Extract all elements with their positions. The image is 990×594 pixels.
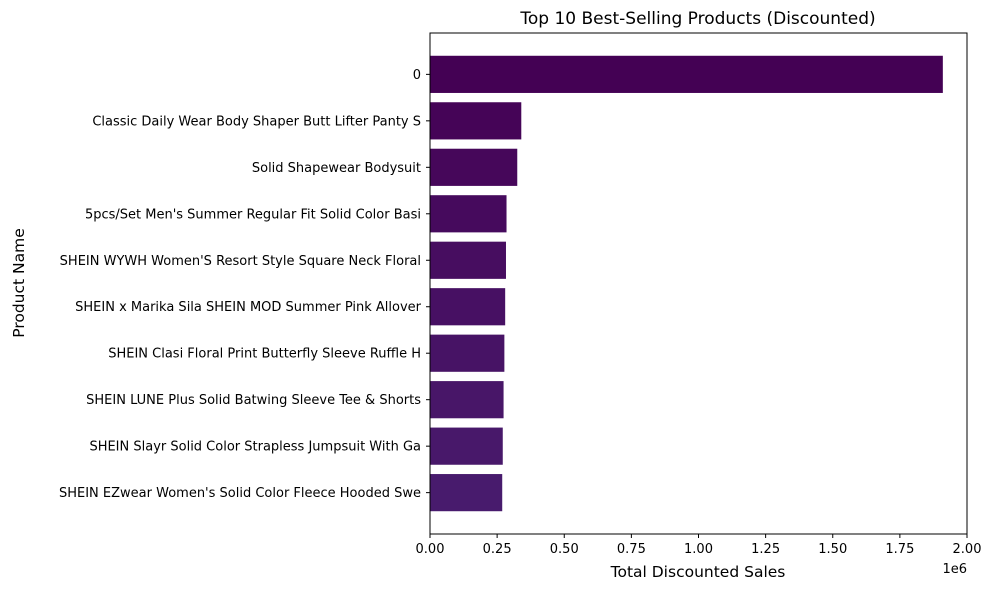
- x-tick-label: 0.75: [617, 542, 646, 557]
- x-tick-label: 2.00: [953, 542, 982, 557]
- bar: [430, 334, 505, 372]
- y-tick-label: SHEIN WYWH Women'S Resort Style Square N…: [60, 254, 421, 269]
- y-tick-label: Classic Daily Wear Body Shaper Butt Lift…: [92, 114, 421, 129]
- bar: [430, 241, 506, 279]
- x-tick-label: 0.50: [550, 542, 579, 557]
- y-tick-label: SHEIN Slayr Solid Color Strapless Jumpsu…: [89, 440, 421, 455]
- y-tick-label: 5pcs/Set Men's Summer Regular Fit Solid …: [85, 207, 421, 222]
- bar: [430, 55, 943, 93]
- y-axis: 0 Classic Daily Wear Body Shaper Butt Lif…: [59, 68, 430, 501]
- y-tick-label: SHEIN x Marika Sila SHEIN MOD Summer Pin…: [75, 300, 422, 315]
- bar: [430, 195, 507, 233]
- x-tick-label: 1.75: [885, 542, 914, 557]
- y-tick-label: SHEIN Clasi Floral Print Butterfly Sleev…: [108, 347, 421, 362]
- y-axis-label: Product Name: [10, 228, 28, 338]
- x-tick-label: 0.25: [483, 542, 512, 557]
- y-tick-label: Solid Shapewear Bodysuit: [252, 161, 421, 176]
- chart-title: Top 10 Best-Selling Products (Discounted…: [519, 9, 875, 29]
- x-axis-label: Total Discounted Sales: [610, 563, 786, 581]
- bars-layer: [430, 55, 943, 512]
- bar: [430, 474, 503, 512]
- y-tick-label: SHEIN EZwear Women's Solid Color Fleece …: [59, 486, 421, 501]
- bar: [430, 148, 518, 186]
- bar: [430, 381, 504, 419]
- bar: [430, 102, 522, 140]
- x-axis: 0.00 0.25 0.50 0.75 1.00 1.25 1.50 1.75 2.00: [416, 534, 982, 557]
- x-axis-scale-label: 1e6: [942, 562, 967, 577]
- x-tick-label: 0.00: [416, 542, 445, 557]
- bar: [430, 288, 506, 326]
- bar: [430, 427, 503, 465]
- x-tick-label: 1.50: [818, 542, 847, 557]
- y-tick-label: SHEIN LUNE Plus Solid Batwing Sleeve Tee…: [86, 393, 421, 408]
- x-tick-label: 1.00: [684, 542, 713, 557]
- y-tick-label: 0: [413, 68, 421, 83]
- x-tick-label: 1.25: [751, 542, 780, 557]
